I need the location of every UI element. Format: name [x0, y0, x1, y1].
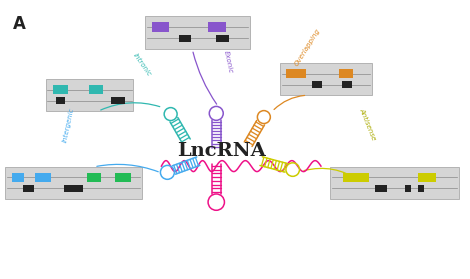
FancyArrowPatch shape	[274, 95, 305, 109]
Text: Antisense: Antisense	[359, 107, 377, 141]
Bar	[330, 167, 459, 199]
Bar	[217, 35, 229, 42]
Text: Intronic: Intronic	[132, 52, 152, 77]
Text: Overlapping: Overlapping	[294, 28, 322, 67]
Bar	[342, 81, 352, 88]
Bar	[53, 85, 68, 94]
Bar	[23, 185, 33, 192]
Text: LncRNA: LncRNA	[177, 142, 266, 160]
FancyArrowPatch shape	[304, 168, 360, 181]
Bar	[151, 22, 169, 32]
Bar	[5, 167, 142, 199]
Bar	[312, 81, 322, 88]
Bar	[418, 173, 436, 182]
Bar	[35, 173, 51, 182]
Bar	[46, 79, 133, 111]
FancyArrowPatch shape	[193, 52, 217, 104]
FancyArrowPatch shape	[101, 103, 160, 110]
Bar	[179, 35, 191, 42]
Bar	[145, 16, 250, 49]
Bar	[56, 97, 65, 104]
Bar	[208, 22, 226, 32]
Bar	[64, 185, 83, 192]
Bar	[111, 97, 125, 104]
FancyArrowPatch shape	[97, 164, 158, 172]
Bar	[280, 63, 372, 95]
Bar	[12, 173, 24, 182]
Text: Intergenic: Intergenic	[62, 107, 75, 143]
Bar	[343, 173, 368, 182]
Bar	[339, 69, 353, 78]
Text: A: A	[13, 15, 25, 33]
Bar	[418, 185, 424, 192]
Bar	[89, 85, 102, 94]
Text: Exonic: Exonic	[223, 50, 234, 74]
Bar	[405, 185, 411, 192]
Bar	[115, 173, 131, 182]
Bar	[286, 69, 306, 78]
Bar	[375, 185, 387, 192]
Bar	[87, 173, 101, 182]
